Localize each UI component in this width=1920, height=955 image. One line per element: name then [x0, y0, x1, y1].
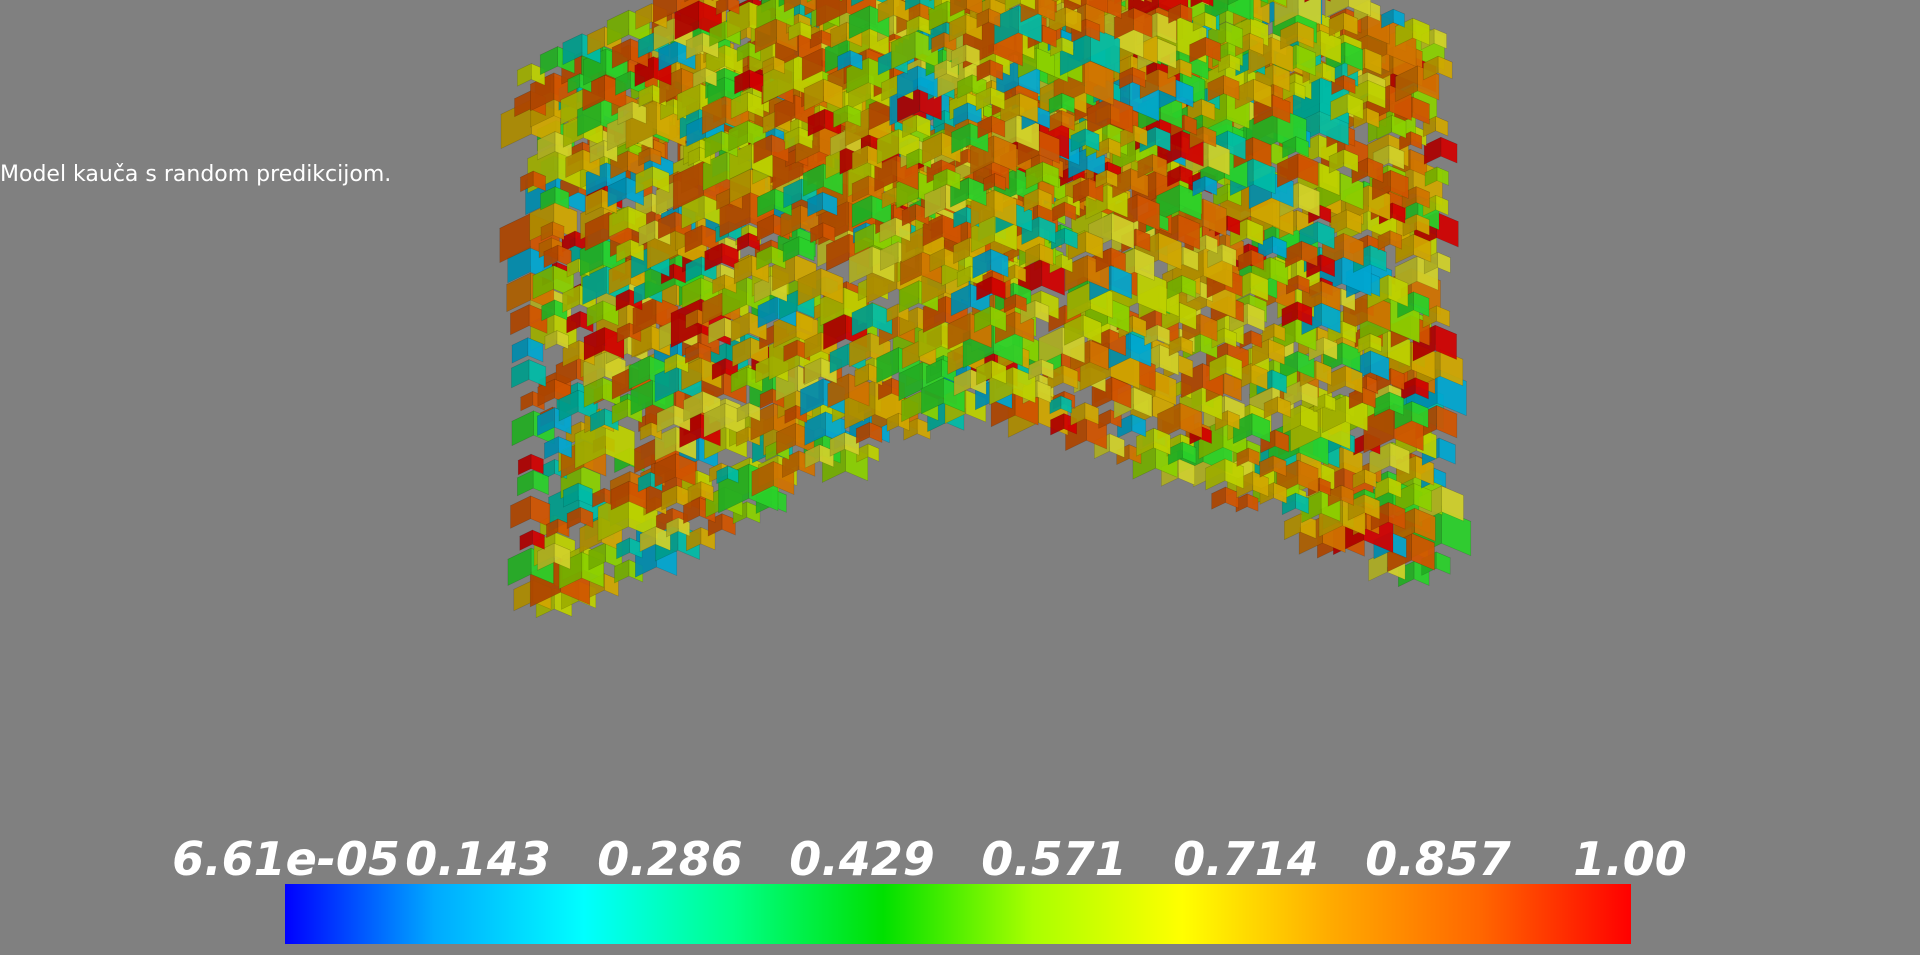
voxel: [586, 300, 620, 328]
voxel: [1261, 323, 1286, 343]
voxel: [1422, 305, 1451, 329]
voxel: [566, 506, 594, 530]
voxel: [511, 337, 544, 364]
voxel: [1282, 404, 1319, 435]
voxel: [1168, 336, 1194, 357]
voxel: [543, 244, 573, 269]
voxel: [1368, 442, 1411, 477]
voxel: [1326, 365, 1364, 395]
voxel: [539, 186, 570, 211]
voxel: [707, 513, 737, 537]
color-scale-bar: [285, 884, 1631, 944]
voxel: [1156, 402, 1203, 441]
voxel: [545, 518, 570, 539]
voxel: [1422, 55, 1453, 81]
voxel: [509, 495, 551, 529]
voxel: [1351, 157, 1384, 184]
voxel: [1330, 209, 1363, 236]
voxel: [855, 443, 880, 463]
voxel: [684, 224, 720, 254]
voxel: [519, 529, 546, 551]
voxel: [751, 461, 795, 497]
voxel: [1352, 468, 1377, 489]
voxel: [736, 402, 761, 423]
voxel: [1259, 455, 1287, 478]
voxel: [1235, 493, 1259, 513]
voxel: [540, 221, 565, 242]
voxel: [1376, 114, 1407, 140]
voxel: [1374, 476, 1402, 500]
voxel: [565, 310, 594, 334]
voxel: [540, 299, 568, 322]
voxel: [1204, 458, 1245, 491]
voxel: [519, 170, 547, 193]
caption-text: Model kauča s random predikcijom.: [0, 162, 392, 187]
voxel: [1328, 149, 1359, 174]
voxel: [544, 330, 570, 351]
voxel: [543, 436, 573, 460]
voxel: [1357, 333, 1383, 354]
voxel: [855, 421, 883, 444]
voxel: [1313, 393, 1337, 413]
voxel: [1377, 230, 1403, 251]
voxel: [1284, 240, 1319, 268]
voxel: [1281, 492, 1310, 516]
voxel: [1398, 131, 1423, 151]
voxel: [615, 537, 643, 560]
voxel: [628, 355, 670, 390]
voxel: [1208, 353, 1243, 382]
voxel: [1348, 386, 1377, 410]
voxel: [730, 312, 768, 343]
voxel: [1251, 338, 1286, 367]
voxel: [1236, 447, 1261, 467]
voxel: [1370, 501, 1406, 531]
voxel: [1069, 402, 1100, 426]
voxel: [654, 453, 697, 488]
voxel: [1327, 484, 1355, 507]
voxel: [1400, 377, 1430, 401]
voxel: [711, 274, 737, 295]
voxel: [589, 408, 620, 433]
voxel: [660, 485, 693, 511]
voxel: [1135, 427, 1172, 457]
voxel: [562, 482, 594, 508]
voxel: [715, 465, 740, 485]
voxel: [1049, 395, 1073, 415]
voxel: [829, 432, 860, 457]
voxel: [1423, 136, 1458, 165]
voxel: [684, 342, 712, 364]
voxel: [516, 469, 550, 497]
voxel: [1285, 274, 1311, 295]
voxel: [1281, 301, 1313, 328]
voxel: [1167, 441, 1197, 466]
voxel: [703, 242, 740, 272]
color-scale-gradient: [285, 884, 1631, 944]
voxel: [1424, 166, 1450, 187]
voxel: [536, 542, 571, 571]
voxel: [1263, 396, 1292, 419]
voxel: [782, 339, 811, 363]
voxel: [687, 481, 715, 503]
voxel: [1210, 486, 1240, 510]
voxel: [1402, 213, 1431, 237]
voxel: [1049, 413, 1078, 436]
voxel: [1237, 249, 1265, 272]
voxel: [510, 359, 547, 389]
voxel: [517, 453, 545, 476]
voxel: [564, 149, 601, 179]
voxel: [1143, 324, 1171, 347]
